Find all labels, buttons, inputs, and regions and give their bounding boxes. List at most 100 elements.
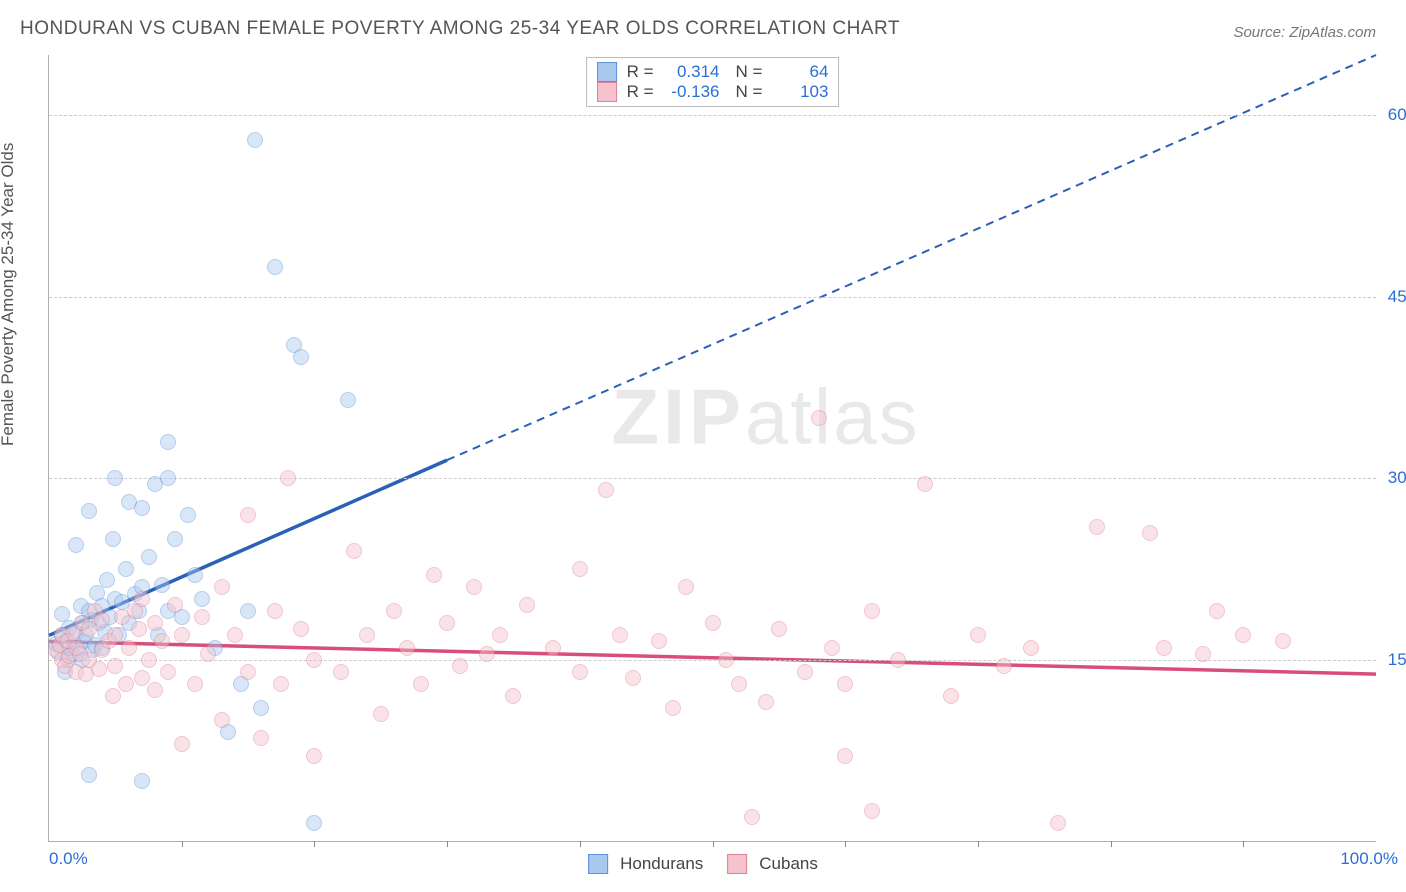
data-point: [68, 537, 84, 553]
data-point: [273, 676, 289, 692]
trend-lines: [49, 55, 1376, 841]
data-point: [147, 615, 163, 631]
data-point: [811, 410, 827, 426]
data-point: [293, 349, 309, 365]
legend-row-hondurans: R = 0.314 N = 64: [597, 62, 829, 82]
source-attribution: Source: ZipAtlas.com: [1233, 24, 1376, 41]
data-point: [194, 609, 210, 625]
data-point: [187, 676, 203, 692]
data-point: [174, 736, 190, 752]
x-axis-max-label: 100.0%: [1340, 849, 1398, 869]
grid-line: [49, 115, 1376, 116]
data-point: [1235, 627, 1251, 643]
data-point: [771, 621, 787, 637]
y-tick-label: 15.0%: [1388, 650, 1406, 670]
x-tick: [1111, 841, 1112, 847]
data-point: [479, 646, 495, 662]
x-tick: [713, 841, 714, 847]
data-point: [731, 676, 747, 692]
data-point: [91, 661, 107, 677]
data-point: [81, 767, 97, 783]
legend-item-cubans: Cubans: [727, 854, 818, 874]
data-point: [1023, 640, 1039, 656]
r-label: R =: [627, 82, 654, 102]
data-point: [141, 652, 157, 668]
grid-line: [49, 478, 1376, 479]
data-point: [572, 561, 588, 577]
grid-line: [49, 660, 1376, 661]
data-point: [1156, 640, 1172, 656]
data-point: [174, 627, 190, 643]
data-point: [373, 706, 389, 722]
y-tick-label: 45.0%: [1388, 287, 1406, 307]
data-point: [1209, 603, 1225, 619]
data-point: [240, 664, 256, 680]
data-point: [864, 803, 880, 819]
data-point: [399, 640, 415, 656]
scatter-chart: R = 0.314 N = 64 R = -0.136 N = 103 ZIPa…: [48, 55, 1376, 842]
x-tick: [580, 841, 581, 847]
x-tick: [845, 841, 846, 847]
r-value: 0.314: [662, 62, 720, 82]
data-point: [194, 591, 210, 607]
data-point: [492, 627, 508, 643]
data-point: [293, 621, 309, 637]
data-point: [154, 577, 170, 593]
data-point: [413, 676, 429, 692]
legend-row-cubans: R = -0.136 N = 103: [597, 82, 829, 102]
data-point: [214, 579, 230, 595]
data-point: [227, 627, 243, 643]
data-point: [598, 482, 614, 498]
n-value: 103: [770, 82, 828, 102]
data-point: [134, 591, 150, 607]
data-point: [134, 670, 150, 686]
data-point: [943, 688, 959, 704]
watermark: ZIPatlas: [612, 371, 920, 462]
data-point: [160, 664, 176, 680]
data-point: [160, 470, 176, 486]
swatch-icon: [727, 854, 747, 874]
data-point: [505, 688, 521, 704]
data-point: [253, 730, 269, 746]
data-point: [837, 676, 853, 692]
y-axis-label: Female Poverty Among 25-34 Year Olds: [0, 143, 18, 446]
data-point: [253, 700, 269, 716]
data-point: [665, 700, 681, 716]
data-point: [346, 543, 362, 559]
data-point: [240, 603, 256, 619]
data-point: [1195, 646, 1211, 662]
data-point: [996, 658, 1012, 674]
x-tick: [182, 841, 183, 847]
data-point: [426, 567, 442, 583]
data-point: [200, 646, 216, 662]
data-point: [519, 597, 535, 613]
data-point: [386, 603, 402, 619]
data-point: [678, 579, 694, 595]
data-point: [864, 603, 880, 619]
data-point: [160, 434, 176, 450]
x-tick: [978, 841, 979, 847]
data-point: [187, 567, 203, 583]
legend-label: Hondurans: [620, 854, 703, 874]
series-legend: Hondurans Cubans: [588, 854, 818, 874]
data-point: [572, 664, 588, 680]
data-point: [107, 470, 123, 486]
data-point: [134, 773, 150, 789]
data-point: [240, 507, 256, 523]
data-point: [134, 500, 150, 516]
data-point: [797, 664, 813, 680]
data-point: [105, 531, 121, 547]
data-point: [837, 748, 853, 764]
data-point: [333, 664, 349, 680]
data-point: [280, 470, 296, 486]
data-point: [1142, 525, 1158, 541]
data-point: [824, 640, 840, 656]
data-point: [917, 476, 933, 492]
data-point: [118, 561, 134, 577]
x-axis-min-label: 0.0%: [49, 849, 88, 869]
data-point: [154, 633, 170, 649]
data-point: [81, 503, 97, 519]
x-tick: [447, 841, 448, 847]
data-point: [214, 712, 230, 728]
data-point: [167, 597, 183, 613]
